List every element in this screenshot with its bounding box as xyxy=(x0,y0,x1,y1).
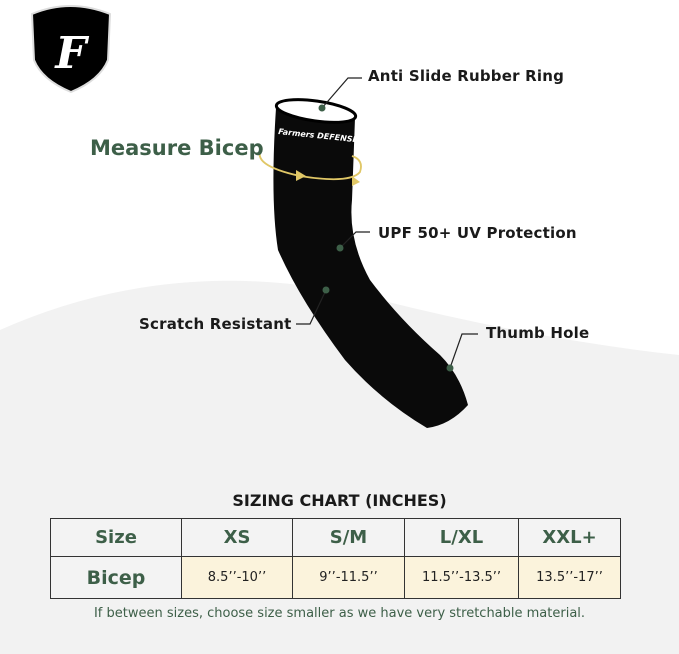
callout-ring: Anti Slide Rubber Ring xyxy=(368,67,565,85)
arm-sleeve: Farmers DEFENSE xyxy=(258,98,468,428)
header-cell: XXL+ xyxy=(518,518,621,557)
sizing-chart-title: SIZING CHART (INCHES) xyxy=(232,491,447,510)
header-cell: XS xyxy=(181,518,293,557)
table-header-row: Size XS S/M L/XL XXL+ xyxy=(50,518,621,557)
svg-text:F: F xyxy=(53,28,89,79)
callout-upf: UPF 50+ UV Protection xyxy=(378,224,577,242)
row-header: Bicep xyxy=(50,556,182,599)
table-cell: 13.5’’-17’’ xyxy=(518,556,621,599)
table-row: Bicep 8.5’’-10’’ 9’’-11.5’’ 11.5’’-13.5’… xyxy=(50,556,621,599)
callout-scratch: Scratch Resistant xyxy=(139,315,292,333)
table-cell: 11.5’’-13.5’’ xyxy=(404,556,519,599)
header-cell: Size xyxy=(50,518,182,557)
header-cell: L/XL xyxy=(404,518,519,557)
measure-bicep-label: Measure Bicep xyxy=(90,136,264,160)
brand-logo: F xyxy=(30,5,112,94)
callout-thumb: Thumb Hole xyxy=(486,324,590,342)
header-cell: S/M xyxy=(292,518,405,557)
table-cell: 9’’-11.5’’ xyxy=(292,556,405,599)
table-cell: 8.5’’-10’’ xyxy=(181,556,293,599)
callout-dots xyxy=(318,104,454,372)
sizing-table: Size XS S/M L/XL XXL+ Bicep 8.5’’-10’’ 9… xyxy=(50,518,621,599)
callout-lines xyxy=(296,77,478,369)
sizing-note: If between sizes, choose size smaller as… xyxy=(93,606,586,621)
